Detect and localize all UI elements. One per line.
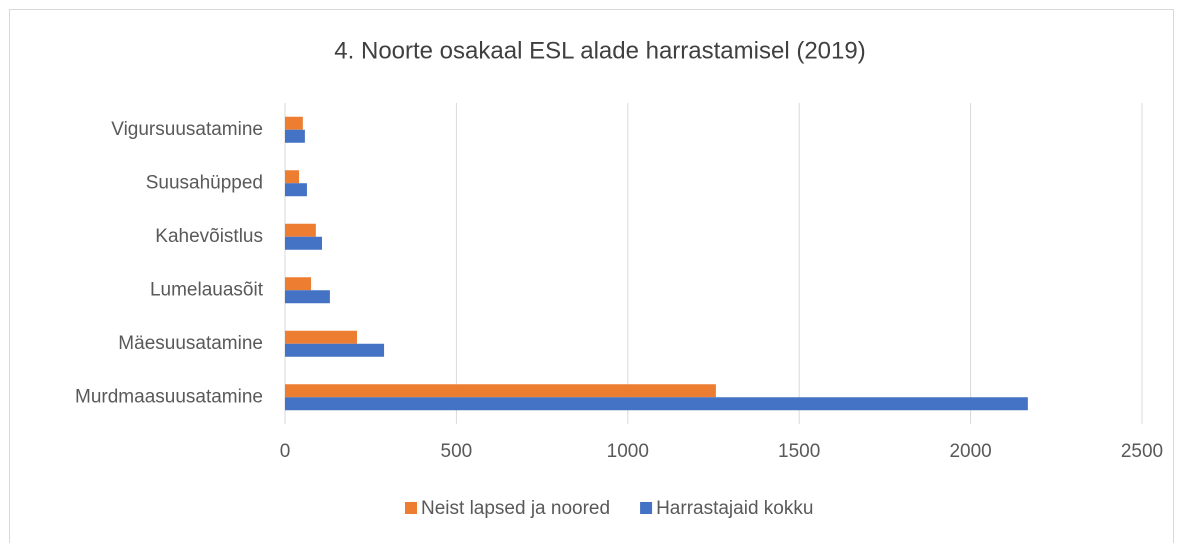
x-tick-label: 1000 [607,441,649,462]
y-tick-label: Mäesuusatamine [118,333,263,354]
y-tick-label: Suusahüpped [146,172,263,193]
bar [285,330,357,344]
bar [285,384,716,398]
legend-swatch [640,502,653,514]
x-tick-label: 2500 [1121,441,1163,462]
bar [285,397,1028,411]
legend-label: Neist lapsed ja noored [421,498,610,519]
y-tick-label: Lumelauasõit [150,279,264,300]
legend-swatch [405,502,417,514]
y-tick-label: Kahevõistlus [155,226,263,247]
chart-title: 4. Noorte osakaal ESL alade harrastamise… [334,37,865,64]
x-tick-label: 0 [280,441,291,462]
bar [285,183,307,197]
bar [285,129,305,143]
x-tick-label: 2000 [949,441,991,462]
x-tick-label: 500 [441,441,473,462]
bar [285,277,312,291]
chart-border [9,9,1174,548]
y-tick-label: Vigursuusatamine [111,119,263,140]
bar [285,223,316,237]
y-tick-label: Murdmaasuusatamine [75,386,263,407]
bar [285,343,385,357]
bar [285,290,330,304]
x-tick-label: 1500 [778,441,820,462]
legend-label: Harrastajaid kokku [656,498,813,519]
bar [285,170,300,184]
bar [285,236,323,250]
bar [285,116,303,130]
